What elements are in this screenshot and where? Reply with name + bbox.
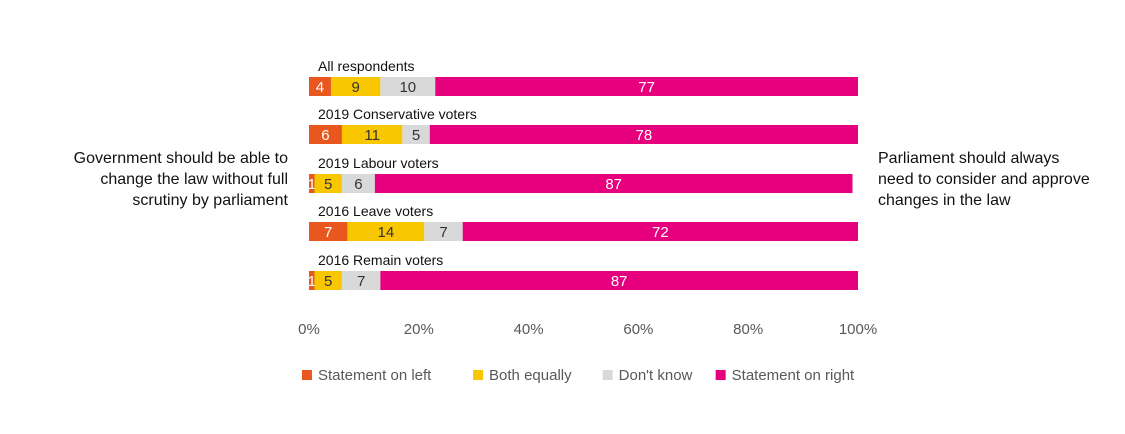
data-label: 1	[308, 176, 316, 193]
bar-segment-statement-on-right	[374, 174, 853, 193]
legend-label: Don't know	[619, 367, 693, 384]
data-label: 87	[605, 176, 622, 193]
bar-segment-don-t-know	[341, 271, 381, 290]
data-label: 72	[652, 224, 669, 241]
data-label: 11	[364, 127, 380, 144]
legend-swatch-both-equally	[473, 370, 484, 380]
data-label: 7	[439, 224, 447, 241]
category-label: 2016 Remain voters	[318, 252, 443, 268]
bar-segment-statement-on-right	[435, 77, 858, 96]
data-label: 10	[399, 79, 416, 96]
bar-segment-both-equally	[314, 271, 342, 290]
bar-segment-statement-on-right	[380, 271, 858, 290]
right-statement-line: need to consider and approve	[878, 171, 1090, 188]
bar-segment-don-t-know	[341, 174, 375, 193]
data-label: 78	[636, 127, 653, 144]
data-label: 7	[324, 224, 332, 241]
x-tick-label: 0%	[298, 321, 320, 338]
bar-segment-statement-on-right	[462, 222, 858, 241]
right-statement-line: changes in the law	[878, 192, 1011, 209]
legend-swatch-statement-on-right	[715, 370, 726, 380]
category-label: 2019 Conservative voters	[318, 106, 477, 122]
data-label: 1	[308, 273, 316, 290]
data-label: 6	[354, 176, 362, 193]
data-label: 4	[316, 79, 324, 96]
legend-swatch-statement-on-left	[301, 370, 312, 380]
x-tick-label: 40%	[514, 321, 544, 338]
data-label: 77	[638, 79, 655, 96]
left-statement-line: change the law without full	[100, 171, 288, 188]
category-label: 2016 Leave voters	[318, 203, 433, 219]
left-statement-line: Government should be able to	[73, 150, 288, 167]
bar-segment-don-t-know	[402, 125, 430, 144]
legend-swatch-don-t-know	[602, 370, 613, 380]
legend-label: Both equally	[489, 367, 572, 384]
bar-segment-statement-on-left	[309, 222, 348, 241]
data-label: 9	[351, 79, 359, 96]
data-label: 6	[321, 127, 329, 144]
left-statement: Government should be able to change the …	[30, 148, 288, 211]
left-statement-line: scrutiny by parliament	[132, 192, 288, 209]
x-tick-label: 100%	[839, 321, 877, 338]
bar-segment-statement-on-right	[429, 125, 858, 144]
bar-segment-both-equally	[341, 125, 403, 144]
data-label: 5	[324, 273, 332, 290]
x-tick-label: 80%	[733, 321, 763, 338]
bar-segment-both-equally	[330, 77, 381, 96]
data-label: 5	[324, 176, 332, 193]
category-label: 2019 Labour voters	[318, 155, 439, 171]
data-label: 7	[357, 273, 365, 290]
data-label: 14	[378, 224, 395, 241]
bar-segment-don-t-know	[424, 222, 463, 241]
data-label: 5	[412, 127, 420, 144]
bar-segment-both-equally	[314, 174, 342, 193]
x-tick-label: 20%	[404, 321, 434, 338]
bar-segment-statement-on-left	[309, 174, 315, 193]
x-tick-label: 60%	[623, 321, 653, 338]
right-statement-line: Parliament should always	[878, 150, 1060, 167]
bar-segment-statement-on-left	[309, 77, 331, 96]
legend-label: Statement on right	[732, 367, 855, 384]
bar-segment-both-equally	[347, 222, 425, 241]
legend-label: Statement on left	[318, 367, 432, 384]
data-label: 87	[611, 273, 628, 290]
bar-segment-statement-on-left	[309, 125, 342, 144]
bar-segment-statement-on-left	[309, 271, 315, 290]
right-statement: Parliament should always need to conside…	[878, 148, 1108, 211]
bar-segment-don-t-know	[380, 77, 436, 96]
category-label: All respondents	[318, 58, 415, 74]
